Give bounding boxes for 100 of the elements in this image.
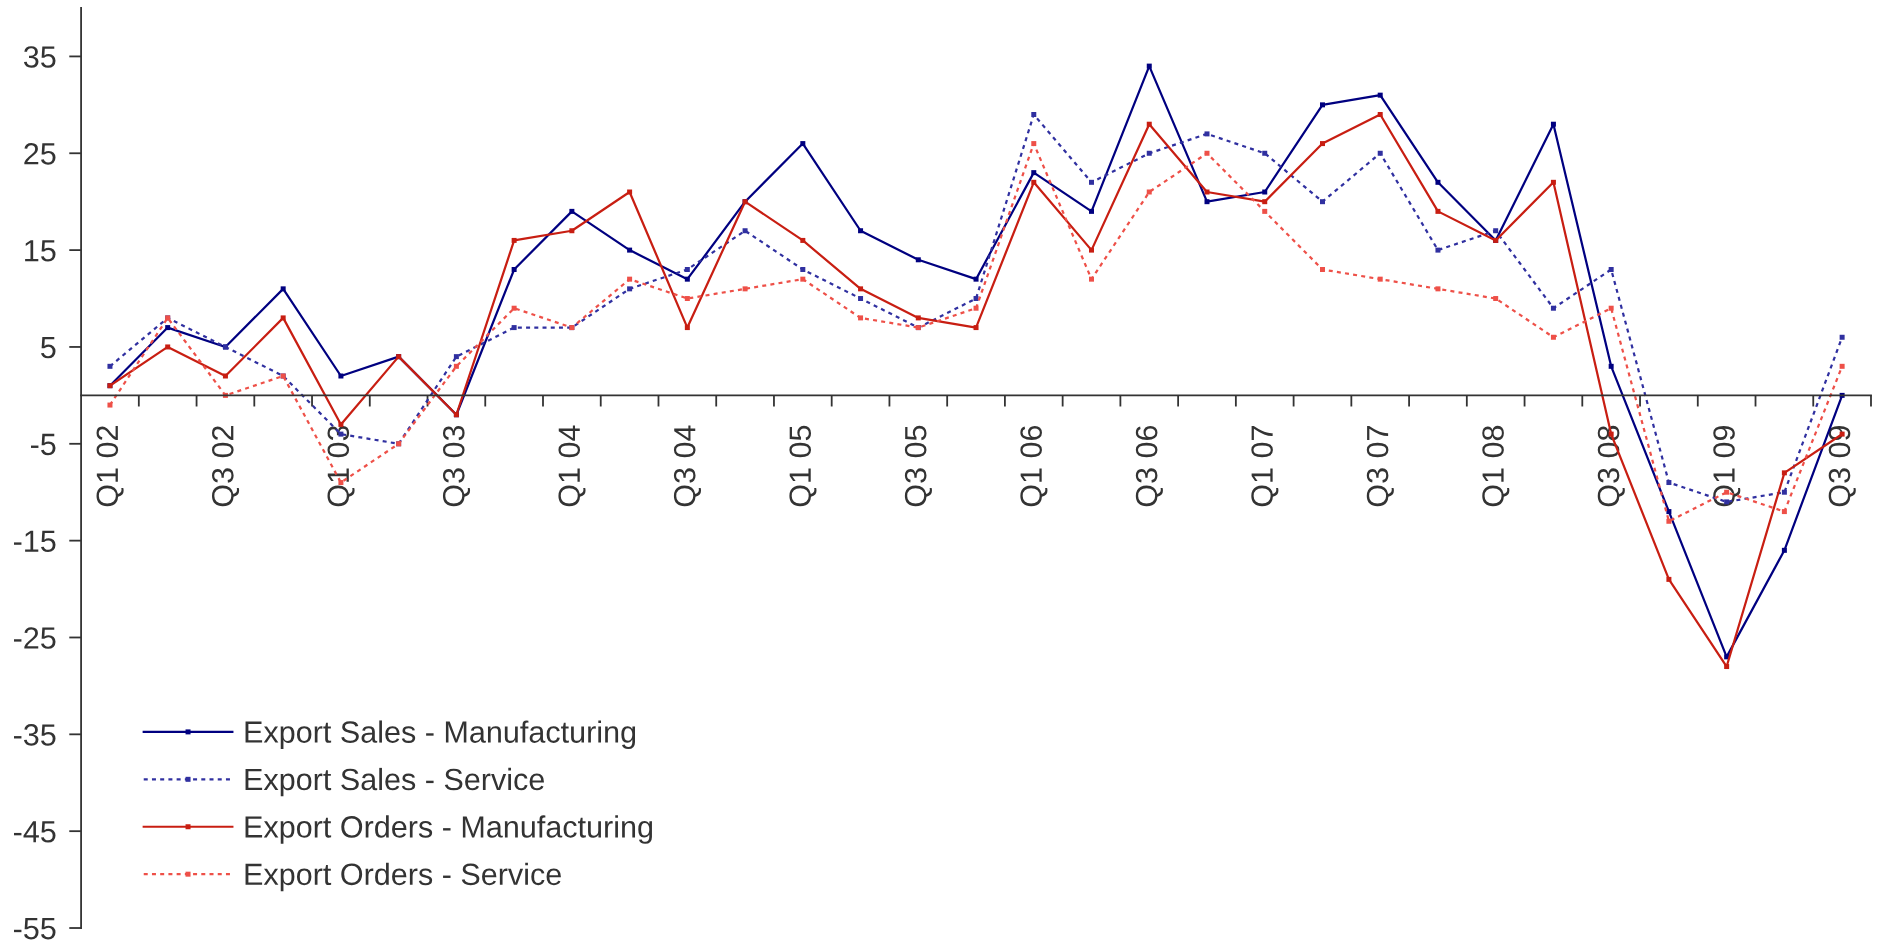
point	[627, 247, 633, 253]
point	[1031, 179, 1037, 185]
point	[453, 354, 459, 360]
point	[1550, 305, 1556, 311]
y-tick-label: -5	[30, 433, 56, 456]
point	[1204, 131, 1210, 137]
x-tick-label: Q1 03	[327, 425, 355, 507]
point	[858, 286, 864, 292]
point	[1319, 102, 1325, 108]
x-tick-label: Q3 03	[442, 425, 471, 507]
point	[1031, 170, 1037, 176]
x-tick-label: Q3 02	[212, 426, 240, 507]
point	[1724, 664, 1730, 670]
point	[1435, 247, 1441, 253]
point	[973, 296, 979, 302]
y-tick-label: -35	[13, 724, 56, 746]
point	[511, 305, 517, 311]
point	[858, 296, 864, 302]
y-tick-label: -15	[13, 530, 56, 553]
point	[1031, 112, 1037, 118]
point	[1089, 276, 1095, 282]
x-tick-label: Q1 02	[96, 426, 124, 507]
legend-label: Export Sales - Manufacturing	[245, 720, 636, 749]
point	[1781, 489, 1787, 495]
point	[1550, 121, 1556, 127]
point	[1089, 208, 1095, 214]
point	[800, 141, 806, 147]
point	[627, 286, 633, 292]
point	[1435, 208, 1441, 214]
point	[1146, 150, 1152, 156]
point	[973, 325, 979, 331]
point	[1146, 189, 1152, 195]
point	[1608, 305, 1614, 311]
point	[915, 315, 921, 321]
y-tick-label: 15	[25, 240, 56, 262]
point	[1435, 179, 1441, 185]
point	[107, 402, 113, 408]
point	[1031, 141, 1037, 147]
y-tick-label: -45	[13, 821, 56, 843]
point	[222, 373, 228, 379]
point	[1666, 509, 1672, 515]
x-tick-label: Q3 05	[904, 425, 932, 507]
point	[1608, 363, 1614, 369]
point	[511, 266, 517, 272]
x-tick-label: Q1 04	[558, 425, 586, 507]
point	[800, 237, 806, 243]
x-tick-label: Q1 06	[1020, 425, 1048, 507]
point	[1781, 470, 1787, 476]
point	[280, 286, 286, 292]
point	[1608, 266, 1614, 272]
point	[453, 363, 459, 369]
point	[1377, 92, 1383, 98]
point	[1377, 276, 1383, 282]
point	[915, 257, 921, 263]
point	[742, 228, 748, 234]
point	[1377, 112, 1383, 118]
point	[1377, 150, 1383, 156]
point	[1146, 121, 1152, 127]
point	[684, 276, 690, 282]
point	[627, 276, 633, 282]
point	[1262, 199, 1268, 205]
point	[338, 373, 344, 379]
point	[858, 315, 864, 321]
point	[1435, 286, 1441, 292]
point	[1781, 547, 1787, 553]
point	[684, 296, 690, 302]
legend-label: Export Orders - Manufacturing	[245, 815, 653, 844]
point	[1493, 228, 1499, 234]
point	[165, 344, 171, 350]
point	[1146, 63, 1152, 69]
legend-label: Export Orders - Service	[245, 862, 561, 892]
point	[1493, 296, 1499, 302]
point	[107, 363, 113, 369]
point	[1319, 266, 1325, 272]
point	[1666, 480, 1672, 486]
x-tick-label: Q3 06	[1135, 425, 1163, 507]
point	[1666, 518, 1672, 524]
point	[1262, 150, 1268, 156]
point	[1839, 334, 1845, 340]
x-tick-label: Q1 07	[1251, 426, 1279, 507]
point	[858, 228, 864, 234]
point	[569, 208, 575, 214]
point	[742, 286, 748, 292]
point	[1204, 150, 1210, 156]
point	[165, 325, 171, 331]
point	[1666, 576, 1672, 582]
x-tick-label: Q1 09	[1713, 425, 1741, 507]
point	[627, 189, 633, 195]
y-tick-label: 35	[23, 46, 56, 68]
point	[1089, 247, 1095, 253]
y-tick-label: 5	[41, 337, 56, 359]
point	[1262, 189, 1268, 195]
x-tick-label: Q1 05	[789, 425, 817, 507]
x-tick-label: Q3 07	[1366, 426, 1394, 507]
point	[1089, 179, 1095, 185]
y-tick-label: -55	[13, 918, 56, 940]
point	[511, 237, 517, 243]
point	[1550, 334, 1556, 340]
point	[1550, 179, 1556, 185]
point	[511, 325, 517, 331]
